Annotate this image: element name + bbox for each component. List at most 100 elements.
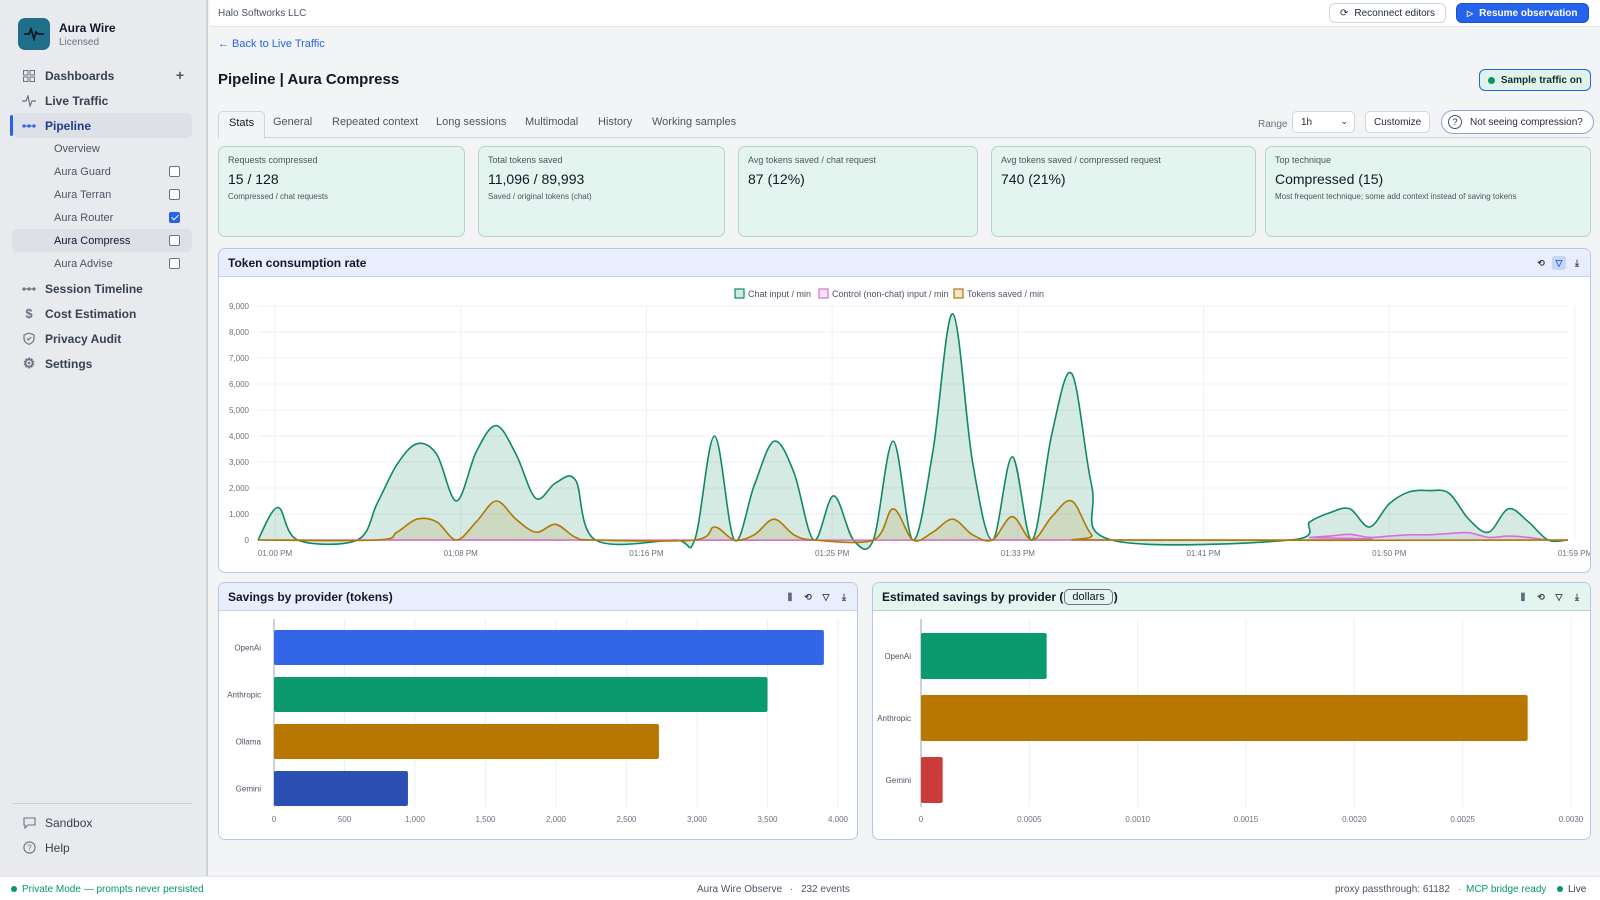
- filter-icon[interactable]: ▽: [822, 591, 830, 602]
- download-icon[interactable]: ⤓: [842, 591, 846, 602]
- panel-title: Token consumption rate: [228, 255, 367, 270]
- x-tick-label: 2,000: [546, 815, 567, 824]
- stat-card-avg-tokens-compressed: Avg tokens saved / compressed request 74…: [991, 146, 1256, 237]
- sidebar-item-privacy-audit[interactable]: Privacy Audit: [12, 326, 192, 351]
- sidebar-item-label: Session Timeline: [45, 281, 143, 296]
- not-seeing-compression-button[interactable]: ? Not seeing compression?: [1441, 110, 1594, 134]
- shield-icon: [22, 332, 36, 346]
- panel-header: Savings by provider (tokens) ⫼ ⟲ ▽ ⤓: [219, 583, 857, 611]
- savings-cost-panel: Estimated savings by provider ( dollars …: [872, 582, 1591, 840]
- aura-router-checkbox[interactable]: [169, 212, 180, 223]
- sample-traffic-toggle[interactable]: Sample traffic on: [1478, 69, 1591, 91]
- sidebar-subitem-aura-router[interactable]: Aura Router: [12, 206, 192, 229]
- aura-compress-checkbox[interactable]: [169, 235, 180, 246]
- sidebar-item-cost-estimation[interactable]: $ Cost Estimation: [12, 301, 192, 326]
- org-name: Halo Softworks LLC: [218, 8, 307, 19]
- stat-value: 11,096 / 89,993: [488, 171, 585, 187]
- sidebar-subitem-overview[interactable]: Overview: [12, 137, 192, 160]
- y-tick-label: Anthropic: [227, 691, 261, 700]
- y-tick-label: OpenAi: [234, 644, 261, 653]
- y-tick-label: 0: [245, 536, 250, 545]
- sidebar-item-session-timeline[interactable]: Session Timeline: [12, 276, 192, 301]
- reconnect-label: Reconnect editors: [1354, 7, 1435, 19]
- tab-working-samples[interactable]: Working samples: [652, 116, 737, 128]
- timeline-icon: [22, 282, 36, 296]
- sidebar-subitem-aura-guard[interactable]: Aura Guard: [12, 160, 192, 183]
- sidebar-item-dashboards[interactable]: Dashboards +: [12, 63, 192, 88]
- reconnect-editors-button[interactable]: ⟳ Reconnect editors: [1329, 3, 1446, 23]
- filter-icon[interactable]: ▽: [1555, 591, 1563, 602]
- x-tick-label: 01:59 PM: [1558, 549, 1591, 558]
- stat-label: Avg tokens saved / chat request: [748, 155, 876, 165]
- bar-chart-icon[interactable]: ⫼: [1520, 591, 1526, 602]
- stat-sub: Saved / original tokens (chat): [488, 192, 592, 201]
- bar-ollama: [274, 724, 659, 759]
- sidebar-item-sandbox[interactable]: Sandbox: [12, 810, 192, 835]
- customize-button[interactable]: Customize: [1365, 111, 1431, 133]
- download-icon[interactable]: ⤓: [1575, 591, 1579, 602]
- x-tick-label: 01:25 PM: [815, 549, 850, 558]
- sidebar-item-label: Live Traffic: [45, 93, 109, 108]
- mcp-status: MCP bridge ready: [1466, 884, 1547, 895]
- brand[interactable]: Aura Wire Licensed: [18, 18, 116, 50]
- y-tick-label: Anthropic: [877, 714, 911, 723]
- bar-chart-icon[interactable]: ⫼: [787, 591, 793, 602]
- sidebar-item-live-traffic[interactable]: Live Traffic: [12, 88, 192, 113]
- x-tick-label: 01:16 PM: [629, 549, 664, 558]
- pulse-icon: [22, 94, 36, 108]
- sidebar-subitem-aura-advise[interactable]: Aura Advise: [12, 252, 192, 275]
- sidebar-subitem-aura-compress[interactable]: Aura Compress: [12, 229, 192, 252]
- sidebar-item-help[interactable]: ? Help: [12, 835, 192, 860]
- legend-swatch: [734, 288, 745, 299]
- add-dashboard-icon[interactable]: +: [175, 67, 184, 83]
- savings-tokens-panel: Savings by provider (tokens) ⫼ ⟲ ▽ ⤓ 0 50…: [218, 582, 858, 840]
- bar-anthropic: [921, 695, 1528, 741]
- x-tick-label: 0.0005: [1017, 815, 1042, 824]
- stat-sub: Most frequent technique; some add contex…: [1275, 192, 1517, 201]
- legend-swatch: [818, 288, 829, 299]
- bar-gemini: [921, 757, 943, 803]
- range-select[interactable]: 1h ⌄: [1292, 111, 1355, 133]
- reset-zoom-icon[interactable]: ⟲: [1537, 591, 1545, 602]
- filter-icon[interactable]: ▽: [1552, 256, 1566, 270]
- x-tick-label: 0.0020: [1342, 815, 1367, 824]
- panel-header: Estimated savings by provider ( dollars …: [873, 583, 1590, 611]
- aura-terran-checkbox[interactable]: [169, 189, 180, 200]
- x-tick-label: 4,000: [828, 815, 849, 824]
- sidebar-item-settings[interactable]: ⚙ Settings: [12, 351, 192, 376]
- tab-history[interactable]: History: [598, 116, 633, 128]
- chat-icon: [22, 816, 36, 830]
- unit-toggle[interactable]: dollars: [1064, 588, 1113, 605]
- x-tick-label: 01:50 PM: [1372, 549, 1407, 558]
- tab-repeated-context[interactable]: Repeated context: [332, 116, 419, 128]
- tab-long-sessions[interactable]: Long sessions: [436, 116, 507, 128]
- token-rate-panel: Token consumption rate ⟲ ▽ ⤓ Chat input …: [218, 248, 1591, 573]
- subitem-label: Aura Guard: [54, 165, 111, 178]
- download-icon[interactable]: ⤓: [1575, 257, 1579, 268]
- status-dot-icon: [1487, 76, 1495, 84]
- tab-multimodal[interactable]: Multimodal: [525, 116, 579, 128]
- reset-zoom-icon[interactable]: ⟲: [804, 591, 812, 602]
- sidebar-subitem-aura-terran[interactable]: Aura Terran: [12, 183, 192, 206]
- sidebar-item-label: Pipeline: [45, 118, 92, 133]
- pipeline-icon: [22, 119, 36, 133]
- y-tick-label: Gemini: [236, 785, 262, 794]
- sidebar-item-pipeline[interactable]: Pipeline: [10, 113, 192, 138]
- back-link[interactable]: ← Back to Live Traffic: [218, 38, 325, 50]
- panel-header: Token consumption rate ⟲ ▽ ⤓: [219, 249, 1590, 277]
- sidebar-item-label: Dashboards: [45, 68, 115, 83]
- aura-guard-checkbox[interactable]: [169, 166, 180, 177]
- status-bar: Private Mode — prompts never persisted A…: [0, 876, 1600, 900]
- sidebar-item-label: Sandbox: [45, 815, 93, 830]
- dollar-icon: $: [25, 306, 33, 321]
- reset-zoom-icon[interactable]: ⟲: [1537, 257, 1545, 268]
- aura-advise-checkbox[interactable]: [169, 258, 180, 269]
- gear-icon: ⚙: [22, 355, 36, 371]
- y-tick-label: 8,000: [229, 328, 250, 337]
- resume-observation-button[interactable]: ▷ Resume observation: [1456, 3, 1589, 23]
- tab-stats[interactable]: Stats: [218, 111, 266, 139]
- separator: ·: [1458, 884, 1462, 895]
- series-line-0: [257, 312, 1569, 550]
- app-name: Aura Wire: [59, 20, 116, 35]
- tab-general[interactable]: General: [273, 116, 313, 128]
